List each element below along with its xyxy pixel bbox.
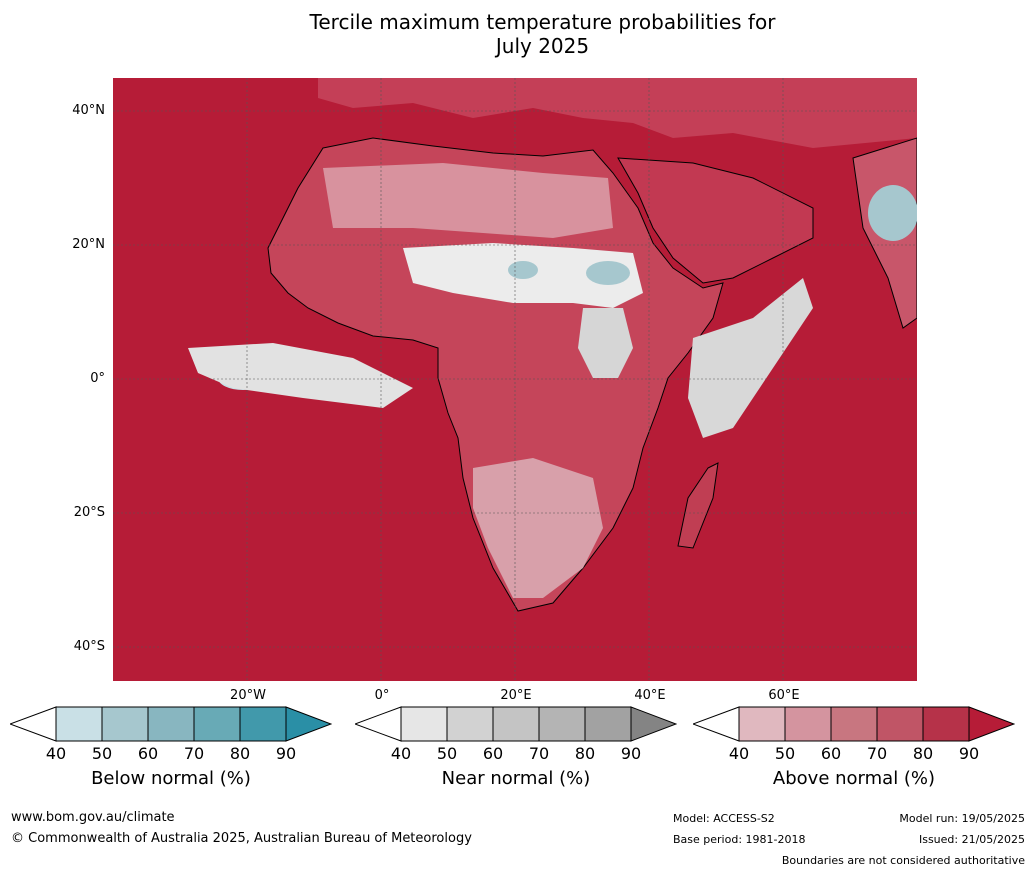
title-line-1: Tercile maximum temperature probabilitie… — [309, 10, 776, 34]
madagascar-land — [677, 462, 719, 549]
sahara-zone — [323, 163, 613, 238]
model-text: Model: ACCESS-S2 — [673, 812, 775, 825]
copyright-text: © Commonwealth of Australia 2025, Austra… — [11, 831, 472, 846]
europe-region — [318, 78, 917, 148]
lon-label: 20°W — [230, 688, 266, 703]
near-normal-colorbar — [355, 706, 677, 742]
below-normal-colorbar — [10, 706, 332, 742]
base-period-text: Base period: 1981-2018 — [673, 833, 806, 846]
colorbar-tick: 40 — [390, 744, 412, 763]
colorbar-tick: 90 — [275, 744, 297, 763]
indian-ocean-near-normal — [688, 278, 813, 438]
below-normal-patch — [868, 185, 917, 241]
near-normal-label: Near normal (%) — [441, 768, 591, 789]
above-normal-colorbar — [693, 706, 1015, 742]
above-normal-label: Above normal (%) — [772, 768, 936, 789]
tercile-map — [113, 78, 917, 681]
lat-label: 0° — [90, 371, 105, 386]
lon-label: 60°E — [768, 688, 800, 703]
lon-label: 20°E — [500, 688, 532, 703]
lat-label: 20°S — [73, 505, 105, 520]
issued-text: Issued: 21/05/2025 — [918, 833, 1025, 846]
disclaimer-text: Boundaries are not considered authoritat… — [781, 854, 1025, 867]
below-normal-label: Below normal (%) — [91, 768, 251, 789]
below-normal-patch — [586, 261, 630, 285]
colorbar-tick: 50 — [774, 744, 796, 763]
colorbar-tick: 50 — [91, 744, 113, 763]
colorbar-tick: 60 — [482, 744, 504, 763]
below-normal-patch — [508, 261, 538, 279]
colorbar-tick: 70 — [866, 744, 888, 763]
lat-label: 20°N — [72, 237, 105, 252]
model-run-text: Model run: 19/05/2025 — [899, 812, 1025, 825]
colorbar-tick: 40 — [45, 744, 67, 763]
arabia-land — [617, 157, 814, 284]
lat-label: 40°N — [72, 103, 105, 118]
graticule — [113, 78, 917, 681]
colorbar-tick: 60 — [820, 744, 842, 763]
lon-label: 0° — [374, 688, 390, 703]
title-line-2: July 2025 — [495, 34, 590, 58]
map-title: Tercile maximum temperature probabilitie… — [0, 10, 1035, 58]
southern-africa-zone — [473, 458, 603, 598]
lon-label: 40°E — [634, 688, 666, 703]
lat-label: 40°S — [73, 639, 105, 654]
website-link[interactable]: www.bom.gov.au/climate — [11, 810, 175, 825]
colorbar-tick: 80 — [229, 744, 251, 763]
colorbar-tick: 80 — [912, 744, 934, 763]
colorbar-tick: 70 — [528, 744, 550, 763]
colorbar-tick: 40 — [728, 744, 750, 763]
colorbar-tick: 80 — [574, 744, 596, 763]
colorbar-tick: 50 — [436, 744, 458, 763]
colorbar-tick: 90 — [958, 744, 980, 763]
colorbar-tick: 90 — [620, 744, 642, 763]
atlantic-near-normal — [188, 343, 413, 408]
east-africa-near-normal — [578, 308, 633, 378]
colorbar-tick: 70 — [183, 744, 205, 763]
colorbar-tick: 60 — [137, 744, 159, 763]
